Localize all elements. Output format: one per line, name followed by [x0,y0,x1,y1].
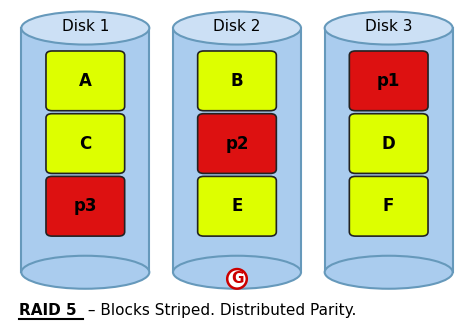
FancyBboxPatch shape [46,51,125,111]
FancyBboxPatch shape [349,177,428,236]
Text: C: C [79,135,91,152]
Ellipse shape [173,12,301,45]
FancyBboxPatch shape [349,51,428,111]
Text: B: B [231,72,243,90]
Text: Disk 1: Disk 1 [62,19,109,34]
Bar [173,28,301,272]
Text: Disk 2: Disk 2 [213,19,261,34]
Ellipse shape [21,12,149,45]
Text: F: F [383,197,394,215]
Text: p2: p2 [225,135,249,152]
FancyBboxPatch shape [46,177,125,236]
Text: E: E [231,197,243,215]
FancyBboxPatch shape [198,177,276,236]
FancyBboxPatch shape [198,114,276,174]
Ellipse shape [325,256,453,289]
FancyBboxPatch shape [198,51,276,111]
FancyBboxPatch shape [349,114,428,174]
FancyBboxPatch shape [46,114,125,174]
Text: A: A [79,72,92,90]
Ellipse shape [173,256,301,289]
Text: G: G [231,271,243,286]
Text: p1: p1 [377,72,401,90]
Ellipse shape [325,12,453,45]
Bar [325,28,453,272]
Text: p3: p3 [73,197,97,215]
Text: – Blocks Striped. Distributed Parity.: – Blocks Striped. Distributed Parity. [83,303,356,318]
Text: D: D [382,135,396,152]
Bar [21,28,149,272]
Ellipse shape [21,256,149,289]
Text: RAID 5: RAID 5 [19,303,77,318]
Text: Disk 3: Disk 3 [365,19,412,34]
